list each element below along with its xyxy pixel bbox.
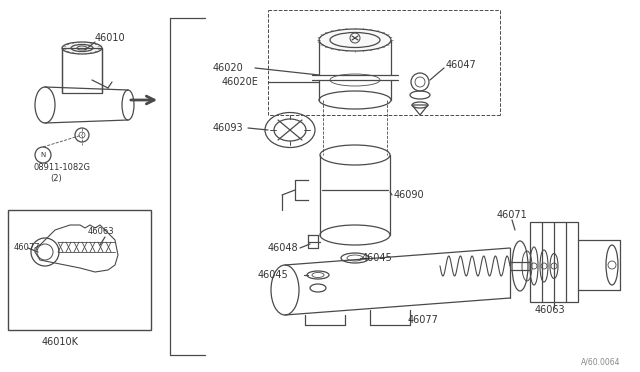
Bar [8,210,151,330]
Text: 46045: 46045 [362,253,393,263]
Text: (2): (2) [50,173,61,183]
Text: 46047: 46047 [446,60,477,70]
Text: 46093: 46093 [213,123,244,133]
Ellipse shape [62,42,102,54]
Text: 46045: 46045 [258,270,289,280]
Text: 46020: 46020 [213,63,244,73]
Text: 46077: 46077 [14,244,40,253]
Text: 46090: 46090 [394,190,424,200]
Text: 46048: 46048 [268,243,299,253]
Text: 46010: 46010 [95,33,125,43]
Text: 46063: 46063 [88,228,115,237]
Text: 46020E: 46020E [222,77,259,87]
Text: 08911-1082G: 08911-1082G [34,164,91,173]
Ellipse shape [319,29,391,51]
Text: N: N [40,152,45,158]
Text: 46063: 46063 [535,305,566,315]
Bar [62,48,102,93]
Text: 46010K: 46010K [42,337,79,347]
Text: A/60.0064: A/60.0064 [580,357,620,366]
Bar [530,222,578,302]
Text: 46071: 46071 [497,210,528,220]
Text: 46077: 46077 [408,315,439,325]
